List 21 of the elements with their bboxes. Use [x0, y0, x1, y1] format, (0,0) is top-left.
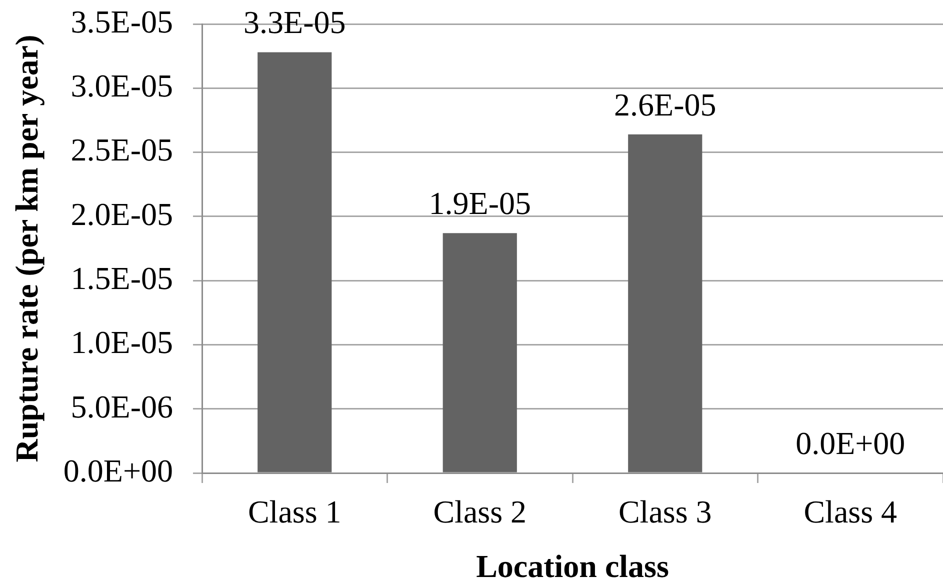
bar — [442, 233, 517, 472]
data-label: 2.6E-05 — [614, 86, 716, 122]
y-tick-label: 0.0E+00 — [63, 452, 173, 488]
y-tick-label: 1.5E-05 — [70, 260, 173, 296]
y-tick-label: 3.5E-05 — [70, 3, 173, 40]
y-axis-title: Rupture rate (per km per year) — [8, 34, 44, 462]
data-label: 0.0E+00 — [796, 425, 906, 461]
y-tick-label: 2.5E-05 — [70, 132, 173, 168]
bar — [258, 52, 332, 472]
x-tick-label: Class 1 — [248, 494, 342, 530]
x-tick-label: Class 3 — [618, 494, 712, 530]
bar — [628, 134, 702, 472]
y-tick-label: 2.0E-05 — [70, 196, 173, 232]
data-label: 3.3E-05 — [244, 4, 346, 40]
data-label: 1.9E-05 — [428, 185, 531, 222]
y-tick-label: 5.0E-06 — [70, 388, 173, 424]
x-tick-label: Class 4 — [804, 494, 898, 530]
x-tick-label: Class 2 — [433, 494, 527, 530]
y-tick-label: 3.0E-05 — [70, 68, 173, 104]
y-tick-label: 1.0E-05 — [70, 324, 173, 360]
x-axis-title: Location class — [476, 548, 669, 583]
